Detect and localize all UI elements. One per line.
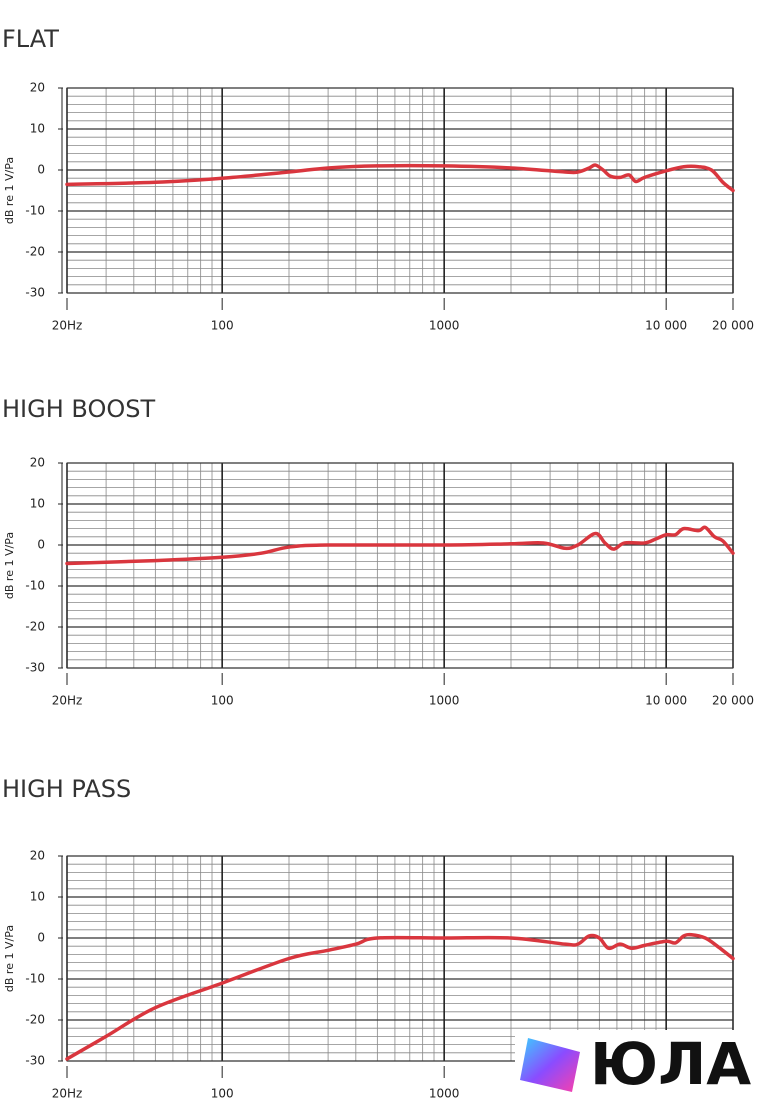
chart-title: FLAT — [2, 25, 59, 53]
chart-title: HIGH PASS — [2, 775, 131, 803]
watermark-logo — [520, 1038, 580, 1092]
x-tick-label: 10 000 — [645, 694, 687, 708]
x-tick-label: 20Hz — [52, 319, 83, 333]
y-tick-label: 0 — [37, 538, 45, 552]
response-line — [65, 163, 735, 193]
y-axis-label: dB re 1 V/Pa — [3, 532, 16, 599]
y-tick-label: 0 — [37, 163, 45, 177]
y-tick-label: -20 — [25, 1013, 45, 1027]
y-tick-label: -10 — [25, 972, 45, 986]
y-tick-label: -10 — [25, 579, 45, 593]
response-line — [65, 525, 735, 566]
x-tick-label: 10 000 — [645, 319, 687, 333]
x-tick-label: 1000 — [429, 319, 460, 333]
watermark: ЮЛА — [515, 1030, 758, 1100]
x-tick-label: 20 000 — [712, 319, 754, 333]
x-tick-label: 100 — [211, 694, 234, 708]
x-tick-label: 100 — [211, 1087, 234, 1100]
plot-frame — [66, 462, 734, 669]
y-tick-label: 20 — [30, 456, 45, 470]
response-line — [65, 932, 735, 1061]
x-tick-label: 1000 — [429, 1087, 460, 1100]
x-tick-label: 100 — [211, 319, 234, 333]
y-tick-label: -30 — [25, 286, 45, 300]
y-axis-label: dB re 1 V/Pa — [3, 925, 16, 992]
y-tick-label: 0 — [37, 931, 45, 945]
y-tick-label: -30 — [25, 1054, 45, 1068]
y-tick-label: -20 — [25, 245, 45, 259]
plot-frame — [66, 87, 734, 294]
x-tick-label: 1000 — [429, 694, 460, 708]
y-tick-label: 20 — [30, 849, 45, 863]
x-tick-label: 20Hz — [52, 694, 83, 708]
x-tick-label: 20 000 — [712, 694, 754, 708]
y-tick-label: 10 — [30, 122, 45, 136]
y-tick-label: 10 — [30, 890, 45, 904]
y-tick-label: -10 — [25, 204, 45, 218]
watermark-text: ЮЛА — [590, 1030, 751, 1098]
y-tick-label: 20 — [30, 81, 45, 95]
chart-title: HIGH BOOST — [2, 395, 155, 423]
y-tick-label: -20 — [25, 620, 45, 634]
x-tick-label: 20Hz — [52, 1087, 83, 1100]
y-axis-label: dB re 1 V/Pa — [3, 157, 16, 224]
y-tick-label: -30 — [25, 661, 45, 675]
y-tick-label: 10 — [30, 497, 45, 511]
